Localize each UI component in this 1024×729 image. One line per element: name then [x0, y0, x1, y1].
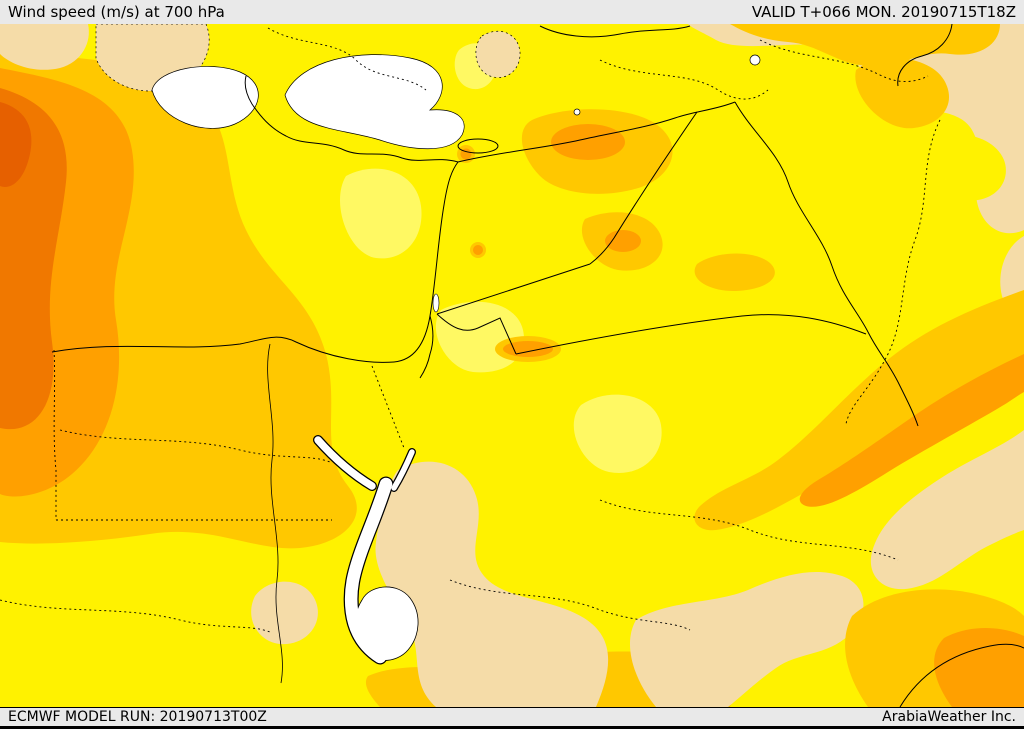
gold-patch-iraq: [694, 253, 775, 292]
lake-assad: [573, 108, 581, 116]
map-area: [0, 24, 1024, 707]
calm-area-mediterranean-east: [284, 54, 465, 150]
contour-fills: [0, 24, 1024, 707]
yellow-patch-northeast: [929, 134, 1006, 201]
cream-region-hejaz: [375, 461, 609, 707]
orange-stripe-southeast-corner: [934, 628, 1024, 707]
model-run-label: ECMWF MODEL RUN: 20190713T00Z: [8, 709, 267, 725]
calm-area-mediterranean-west: [151, 66, 259, 129]
orange-dot-2: [473, 245, 483, 255]
valid-time-label: VALID T+066 MON. 20190715T18Z: [751, 3, 1016, 21]
pale-patch-nafud: [573, 394, 662, 473]
cream-patch-egypt: [251, 581, 318, 645]
border-egypt-libya: [53, 349, 57, 520]
branding-label: ArabiaWeather Inc.: [882, 709, 1016, 725]
border-syria-iraq: [589, 111, 698, 265]
cream-band-southeast: [870, 430, 1024, 590]
cream-patch-north-center: [475, 31, 521, 78]
orange-core-syria: [551, 124, 625, 160]
gold-band-north: [730, 24, 1000, 67]
coastline-caspian: [897, 24, 953, 87]
border-jordan-saudi: [436, 313, 517, 355]
solid-boundaries: [51, 24, 1024, 707]
calm-areas: [151, 54, 761, 665]
border-iraq-iran: [734, 101, 919, 427]
nile-river: [267, 343, 283, 684]
dead-sea: [432, 293, 440, 313]
border-turkey-syria: [457, 101, 736, 163]
coastline-persian-gulf: [899, 643, 1024, 707]
wind-speed-map: [0, 24, 1024, 707]
red-sea: [344, 477, 393, 664]
gulf-of-suez: [314, 436, 376, 490]
coastline-black-sea: [539, 25, 691, 38]
pale-patch-anatolia: [339, 168, 422, 259]
cream-region-arabia-south: [629, 571, 864, 707]
footer-bar: ECMWF MODEL RUN: 20190713T00Z ArabiaWeat…: [0, 707, 1024, 729]
dotted-boundaries: [0, 27, 941, 633]
orange-band-east: [799, 354, 1024, 507]
border-saudi-iraq: [515, 314, 867, 355]
cream-corner-northwest: [0, 24, 89, 70]
gulf-of-aqaba: [391, 449, 415, 491]
coastline-mediterranean: [51, 161, 459, 363]
gold-band-east: [694, 290, 1024, 531]
cyprus-coastline: [457, 138, 499, 154]
map-title: Wind speed (m/s) at 700 hPa: [8, 3, 225, 21]
gold-patch-northeast: [855, 57, 950, 129]
coastline-turkey-south: [244, 75, 459, 163]
dotted-border-sudan: [0, 599, 271, 633]
header-bar: Wind speed (m/s) at 700 hPa VALID T+066 …: [0, 0, 1024, 24]
border-jordan-iraq: [436, 263, 591, 315]
darkest-orange-spot: [0, 102, 32, 187]
dotted-border-saudi-west: [449, 579, 691, 631]
jordan-valley-line: [419, 315, 434, 379]
orange-lens: [503, 341, 553, 357]
orange-core-center: [605, 230, 641, 252]
dotted-border-egypt-mid: [59, 429, 331, 463]
lake-van: [749, 54, 761, 66]
